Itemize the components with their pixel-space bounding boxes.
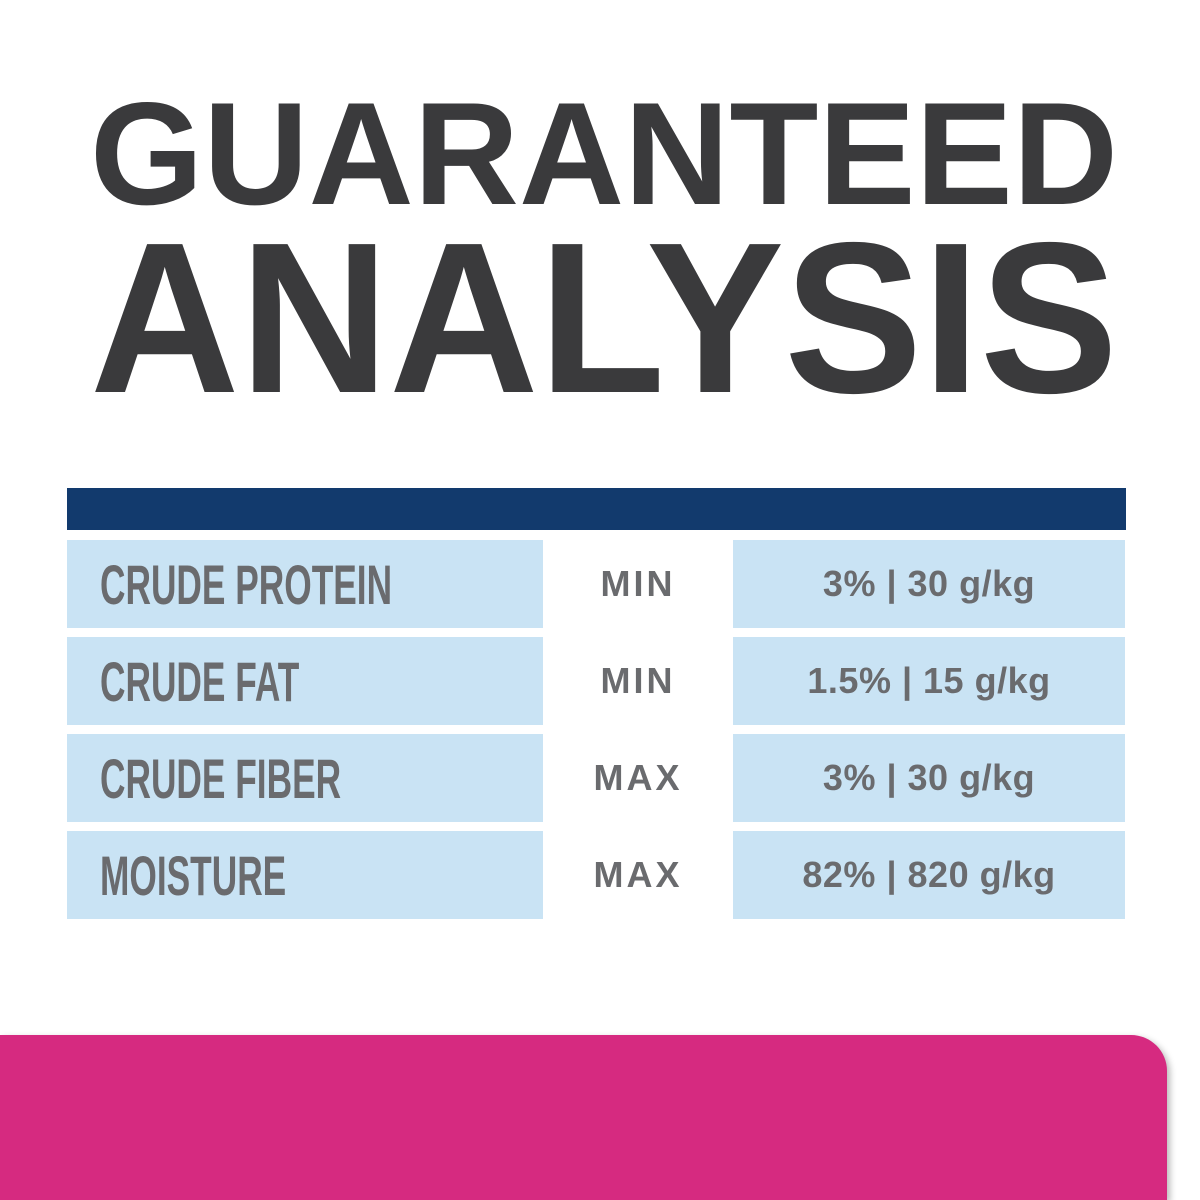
limit-cell: MIN	[543, 540, 733, 628]
limit-label: MAX	[593, 757, 683, 798]
nutrient-label-cell: MOISTURE	[67, 831, 543, 919]
limit-label: MAX	[593, 854, 683, 895]
limit-cell: MIN	[543, 637, 733, 725]
table-row-moisture: MOISTURE MAX 82% | 820 g/kg	[67, 831, 1125, 919]
title-line-1: GUARANTEED	[90, 72, 1118, 235]
nutrient-label-cell: CRUDE FIBER	[67, 734, 543, 822]
analysis-table: CRUDE PROTEIN MIN 3% | 30 g/kg CRUDE FAT…	[67, 540, 1125, 928]
nutrient-value: 82% | 820 g/kg	[802, 854, 1056, 895]
table-row-crude-protein: CRUDE PROTEIN MIN 3% | 30 g/kg	[67, 540, 1125, 628]
nutrient-label: MOISTURE	[100, 843, 287, 907]
nutrient-value-cell: 82% | 820 g/kg	[733, 831, 1125, 919]
table-row-crude-fiber: CRUDE FIBER MAX 3% | 30 g/kg	[67, 734, 1125, 822]
limit-label: MIN	[600, 563, 676, 604]
nutrient-value: 3% | 30 g/kg	[822, 563, 1036, 604]
footer-accent-bar	[0, 1035, 1167, 1200]
page-title: GUARANTEED ANALYSIS	[90, 72, 1118, 430]
nutrient-label: CRUDE FAT	[100, 649, 300, 713]
limit-label: MIN	[600, 660, 676, 701]
nutrient-value: 1.5% | 15 g/kg	[807, 660, 1051, 701]
nutrient-value-cell: 1.5% | 15 g/kg	[733, 637, 1125, 725]
nutrient-value-cell: 3% | 30 g/kg	[733, 734, 1125, 822]
limit-cell: MAX	[543, 831, 733, 919]
nutrient-label: CRUDE PROTEIN	[100, 552, 393, 616]
nutrient-value-cell: 3% | 30 g/kg	[733, 540, 1125, 628]
table-header-bar	[67, 488, 1126, 530]
nutrient-value: 3% | 30 g/kg	[822, 757, 1036, 798]
table-row-crude-fat: CRUDE FAT MIN 1.5% | 15 g/kg	[67, 637, 1125, 725]
nutrient-label: CRUDE FIBER	[100, 746, 342, 810]
limit-cell: MAX	[543, 734, 733, 822]
title-line-2: ANALYSIS	[90, 197, 1118, 430]
nutrient-label-cell: CRUDE PROTEIN	[67, 540, 543, 628]
nutrient-label-cell: CRUDE FAT	[67, 637, 543, 725]
